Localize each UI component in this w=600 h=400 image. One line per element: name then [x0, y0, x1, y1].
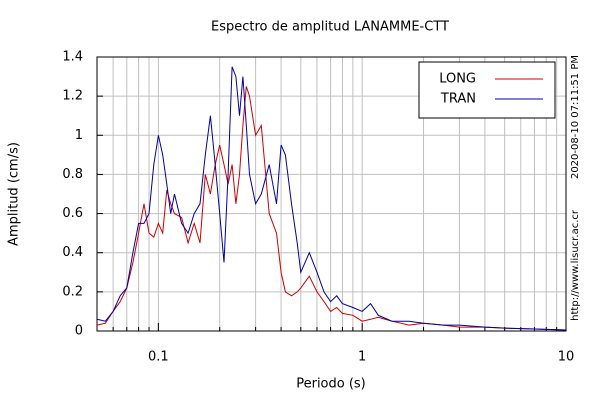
y-tick-label: 0.2 — [62, 284, 83, 299]
x-tick-label: 0.1 — [148, 350, 169, 365]
y-tick-label: 0 — [75, 324, 83, 339]
x-tick-label: 10 — [558, 350, 575, 365]
chart-title: Espectro de amplitud LANAMME-CTT — [211, 20, 449, 35]
y-tick-label: 1 — [75, 128, 83, 143]
x-tick-label: 1 — [358, 350, 366, 365]
legend-label: LONG — [439, 72, 476, 87]
y-tick-label: 0.4 — [62, 245, 83, 260]
plot-frame — [96, 56, 567, 332]
data-line — [96, 66, 567, 331]
y-tick-label: 1.2 — [62, 89, 83, 104]
y-axis-label: Amplitud (cm/s) — [7, 142, 22, 246]
url: http://www.lisucr.ac.cr — [570, 209, 581, 321]
timestamp: 2020-08-10 07:11:51 PM — [570, 55, 581, 179]
legend-label: TRAN — [440, 92, 476, 107]
y-tick-label: 0.8 — [62, 167, 83, 182]
x-axis-label: Periodo (s) — [296, 377, 366, 392]
y-tick-label: 0.6 — [62, 206, 83, 221]
y-tick-label: 1.4 — [62, 50, 83, 65]
data-line — [96, 86, 567, 331]
legend-box — [418, 61, 556, 119]
